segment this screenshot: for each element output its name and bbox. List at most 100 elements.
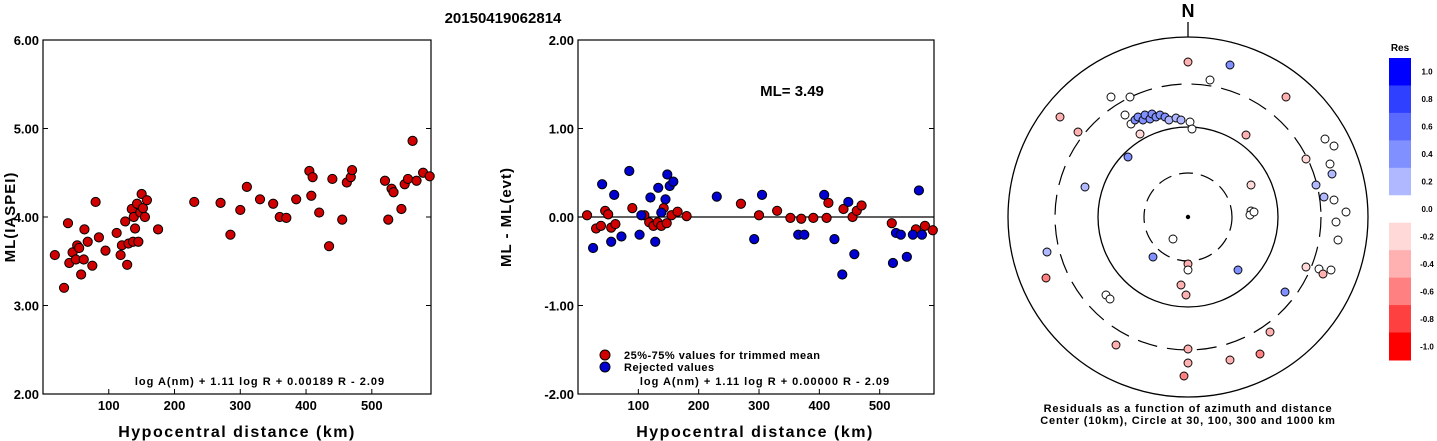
station-point xyxy=(1176,115,1186,125)
rejected-point xyxy=(616,231,627,242)
data-point xyxy=(821,212,832,223)
station-residual-points xyxy=(1041,57,1351,381)
formula-label: log A(nm) + 1.11 log R + 0.00000 R - 2.0… xyxy=(640,376,890,388)
data-point xyxy=(189,196,200,208)
station-point xyxy=(1325,159,1335,169)
colorbar-tick-label: 0.2 xyxy=(1421,178,1433,187)
colorbar-swatch xyxy=(1389,140,1411,169)
data-point xyxy=(402,173,414,185)
y-tick-label: -2.00 xyxy=(544,387,574,402)
data-point xyxy=(856,200,867,211)
data-point xyxy=(424,171,435,182)
station-point xyxy=(1187,124,1197,134)
station-point xyxy=(1183,358,1193,368)
rejected-point xyxy=(653,182,664,193)
data-point xyxy=(323,241,335,252)
colorbar-tick-label: -0.8 xyxy=(1420,315,1434,324)
colorbar-tick-label: -0.2 xyxy=(1420,232,1434,241)
formula-label: log A(nm) + 1.11 log R + 0.00189 R - 2.0… xyxy=(135,376,385,388)
data-point xyxy=(90,196,101,208)
data-point xyxy=(100,245,111,256)
colorbar-tick-label: -0.4 xyxy=(1420,260,1434,269)
data-point xyxy=(383,214,394,225)
rejected-point xyxy=(907,229,918,240)
data-point xyxy=(122,259,133,270)
data-point xyxy=(225,229,236,240)
y-axis-label: ML(IASPEI) xyxy=(2,172,19,263)
x-tick-label: 100 xyxy=(627,398,649,413)
data-point xyxy=(129,223,141,234)
x-tick-label: 400 xyxy=(295,398,317,413)
station-point xyxy=(1179,371,1189,381)
data-point xyxy=(581,210,593,221)
y-axis-label: ML - ML(evt) xyxy=(498,167,515,267)
rejected-point xyxy=(668,176,679,187)
colorbar-swatch xyxy=(1389,195,1411,224)
data-point xyxy=(120,216,131,227)
data-point xyxy=(595,220,607,231)
colorbar-swatch xyxy=(1389,112,1411,141)
rejected-point xyxy=(756,189,768,200)
station-point xyxy=(1331,217,1341,227)
station-point xyxy=(1233,265,1243,275)
colorbar-tick-label: 0.0 xyxy=(1421,205,1433,214)
y-tick-labels: 2.00 1.00 0.00 -1.00 -2.00 xyxy=(544,33,934,402)
rejected-point xyxy=(799,229,810,240)
data-points xyxy=(581,165,938,280)
station-point xyxy=(1318,269,1328,279)
center-marker xyxy=(1185,214,1191,220)
station-point xyxy=(1135,129,1145,139)
data-point xyxy=(838,203,849,215)
data-point xyxy=(281,212,292,223)
data-point xyxy=(241,181,252,193)
data-point xyxy=(886,218,897,229)
data-point xyxy=(93,232,104,243)
station-point xyxy=(1106,92,1116,102)
rejected-point xyxy=(901,251,912,262)
station-point xyxy=(1265,327,1275,337)
station-point xyxy=(1123,152,1133,162)
data-point xyxy=(627,203,638,214)
data-point xyxy=(49,249,60,261)
station-point xyxy=(1125,92,1135,102)
data-point xyxy=(133,236,144,247)
rejected-point xyxy=(711,191,722,202)
data-point xyxy=(291,194,302,205)
colorbar-swatch xyxy=(1389,222,1411,251)
data-point xyxy=(772,205,783,216)
station-point xyxy=(1311,180,1321,190)
station-point xyxy=(1241,130,1251,140)
polar-caption-line-1: Residuals as a function of azimuth and d… xyxy=(1044,403,1333,415)
data-point xyxy=(254,194,266,205)
station-point xyxy=(1205,75,1215,85)
rejected-point xyxy=(895,229,906,240)
colorbar-swatch xyxy=(1389,277,1411,306)
colorbar-tick-labels: 1.0 0.8 0.6 0.4 0.2 0.0 -0.2 -0.4 -0.6 -0.8 -1.0 xyxy=(1420,68,1434,352)
rejected-point xyxy=(843,196,854,208)
y-tick-label: 0.00 xyxy=(549,210,574,225)
rejected-point xyxy=(916,229,928,240)
data-point xyxy=(215,197,226,208)
ring-100km xyxy=(1097,126,1279,308)
data-point xyxy=(79,224,90,235)
colorbar-swatch xyxy=(1389,85,1411,114)
rejected-point xyxy=(887,257,899,269)
residual-colorbar: Res 1.0 0.8 0.6 0.4 0.2 0.0 -0.2 -0.4 -0.6 -0.8 -1… xyxy=(1389,43,1434,361)
x-tick-label: 200 xyxy=(688,398,710,413)
colorbar-swatch xyxy=(1389,332,1411,361)
station-point xyxy=(1301,262,1311,272)
panel-ml-residual: 2.00 1.00 0.00 -1.00 -2.00 100 200 300 400 500 M… xyxy=(498,33,938,441)
station-point xyxy=(1041,273,1051,283)
data-point xyxy=(235,204,246,216)
station-point xyxy=(1181,290,1191,300)
x-tick-labels: 100 200 300 400 500 xyxy=(627,389,891,413)
data-point xyxy=(74,242,85,254)
data-point xyxy=(681,211,692,222)
station-point xyxy=(1055,112,1065,122)
station-point xyxy=(1183,265,1193,275)
colorbar-tick-label: 1.0 xyxy=(1421,68,1433,77)
data-point xyxy=(306,190,317,201)
x-tick-label: 500 xyxy=(869,398,891,413)
y-tick-label: 5.00 xyxy=(14,122,39,137)
station-point xyxy=(1320,134,1330,144)
